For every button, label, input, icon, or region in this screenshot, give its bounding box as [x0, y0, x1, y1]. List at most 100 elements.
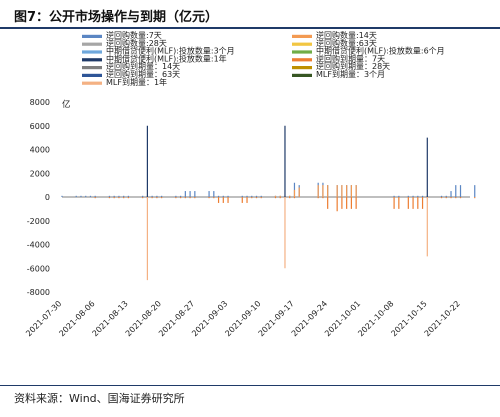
bar [227, 195, 229, 197]
bar [346, 197, 348, 209]
bar [184, 197, 186, 199]
bar [194, 191, 196, 197]
bar [440, 195, 443, 197]
bar [113, 195, 115, 197]
bar [450, 197, 452, 199]
bar [146, 125, 148, 197]
bar [108, 197, 111, 199]
source-note: 资料来源：Wind、国海证券研究所 [14, 392, 185, 405]
legend-swatch [292, 73, 312, 77]
bar [293, 197, 296, 199]
legend-label: 逆回购数量:14天 [316, 30, 377, 40]
bar [289, 197, 291, 199]
bar [398, 197, 400, 209]
bar [289, 195, 291, 197]
legend-swatch [82, 42, 102, 46]
bar [94, 195, 96, 197]
figure-title: 图7：公开市场操作与到期（亿元） [14, 10, 219, 25]
bar [279, 195, 281, 197]
legend-swatch [82, 34, 102, 38]
bar [251, 195, 253, 197]
bar [118, 197, 120, 199]
y-tick-label: 0 [45, 193, 50, 202]
legend-label: 逆回购到期量：28天 [316, 61, 390, 71]
bar [241, 195, 243, 197]
bar [346, 185, 348, 197]
bar [284, 125, 286, 197]
bar [189, 197, 191, 199]
bar [251, 197, 253, 199]
bar [393, 197, 395, 209]
bar [417, 195, 419, 197]
bar [293, 189, 296, 197]
bar [450, 191, 452, 197]
x-axis: 2021-07-302021-08-062021-08-132021-08-20… [24, 196, 470, 338]
bar [393, 195, 395, 197]
legend-label: 中期借贷便利(MLF):投放数量:3个月 [106, 46, 235, 56]
bar [175, 197, 177, 199]
bar [445, 195, 447, 197]
bar [151, 195, 153, 197]
bar [322, 185, 324, 197]
bar [184, 191, 186, 197]
bar [61, 195, 63, 197]
bar [421, 195, 424, 197]
bar [156, 197, 158, 199]
bar [94, 197, 96, 199]
chart-marks [61, 125, 476, 281]
bar [327, 185, 329, 197]
x-tick-label: 2021-10-22 [423, 299, 462, 338]
legend-label: 逆回购到期量：7天 [316, 53, 385, 63]
legend-label: 逆回购数量:7天 [106, 30, 162, 40]
bar [85, 195, 87, 197]
bar [279, 197, 281, 199]
bar [213, 197, 215, 199]
bar [298, 187, 300, 197]
bar [474, 197, 476, 199]
bar [241, 197, 243, 203]
bar [355, 197, 357, 209]
bar [113, 197, 115, 199]
y-tick-label: 6000 [30, 122, 50, 131]
y-tick-label: 2000 [30, 169, 50, 178]
bar [246, 197, 248, 203]
bar [255, 197, 258, 199]
bar [217, 197, 220, 203]
bar [350, 197, 352, 209]
bar [426, 197, 428, 257]
bar [108, 195, 111, 197]
legend-swatch [292, 58, 312, 62]
bar [459, 197, 462, 199]
bar [222, 197, 224, 203]
legend-swatch [82, 81, 102, 85]
bar [398, 195, 400, 197]
bar [341, 197, 343, 209]
bar [80, 195, 82, 197]
bar [336, 197, 338, 212]
bar [208, 197, 210, 199]
bar [180, 197, 182, 199]
y-tick-label: 4000 [30, 146, 50, 155]
bar [412, 197, 414, 209]
legend-swatch [292, 34, 312, 38]
bar [274, 197, 277, 199]
bar [322, 197, 324, 199]
y-unit-label: 亿 [62, 99, 71, 110]
legend-swatch [82, 73, 102, 77]
y-tick-label: 8000 [30, 98, 50, 107]
legend-label: 逆回购到期量：63天 [106, 69, 180, 79]
legend-swatch [292, 50, 312, 54]
bar [341, 185, 343, 197]
bar [194, 197, 196, 199]
bar [459, 185, 462, 197]
bar [421, 197, 424, 209]
bar [350, 185, 352, 197]
legend-label: 中期借贷便利(MLF):投放数量:1年 [106, 53, 227, 63]
bar [123, 195, 125, 197]
bar [455, 197, 457, 199]
legend-label: MLF到期量：1年 [106, 77, 167, 87]
bar [474, 185, 476, 197]
bar [336, 185, 338, 197]
legend-swatch [82, 58, 102, 62]
